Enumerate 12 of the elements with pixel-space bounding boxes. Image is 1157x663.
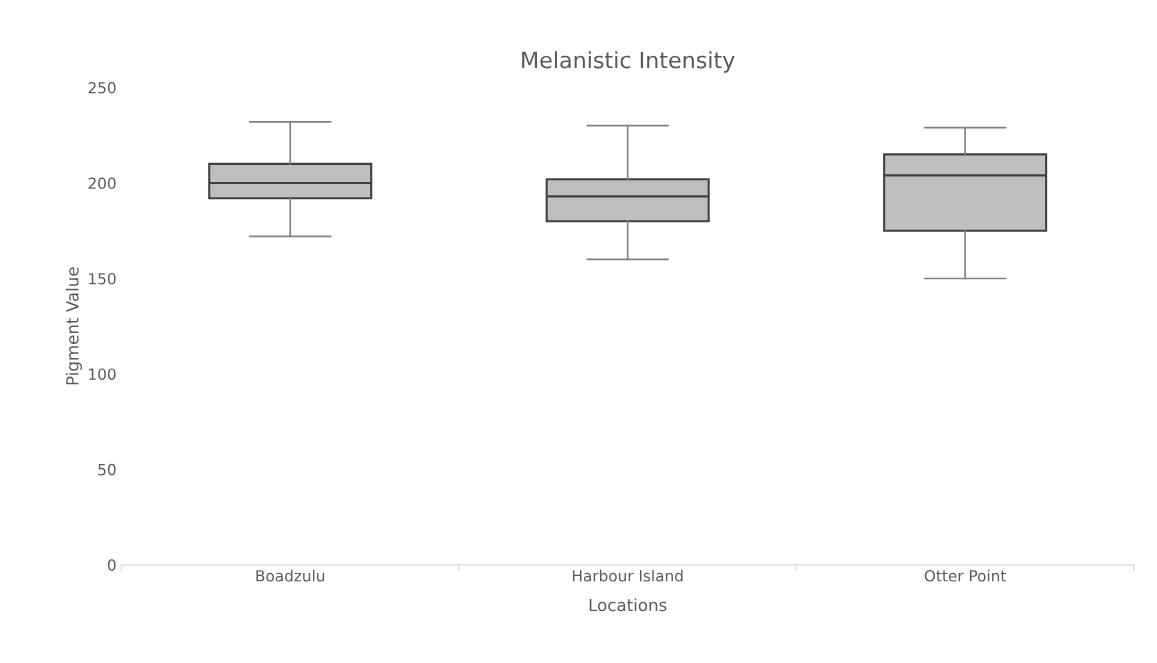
x-tick-label: Otter Point <box>924 569 1006 582</box>
y-tick-label: 100 <box>89 368 116 380</box>
y-tick-label: 50 <box>98 463 116 476</box>
x-axis-title: Locations <box>589 598 667 612</box>
x-tick-label: Boadzulu <box>256 569 325 582</box>
y-tick-label: 200 <box>88 177 116 190</box>
y-tick-label: 0 <box>107 559 116 571</box>
y-axis-title: Pigment Value <box>65 267 82 385</box>
x-tick-label: Harbour Island <box>572 569 683 582</box>
y-tick-label: 150 <box>89 272 116 285</box>
chart-title: Melanistic Intensity <box>522 51 735 73</box>
y-tick-label: 250 <box>88 81 116 94</box>
